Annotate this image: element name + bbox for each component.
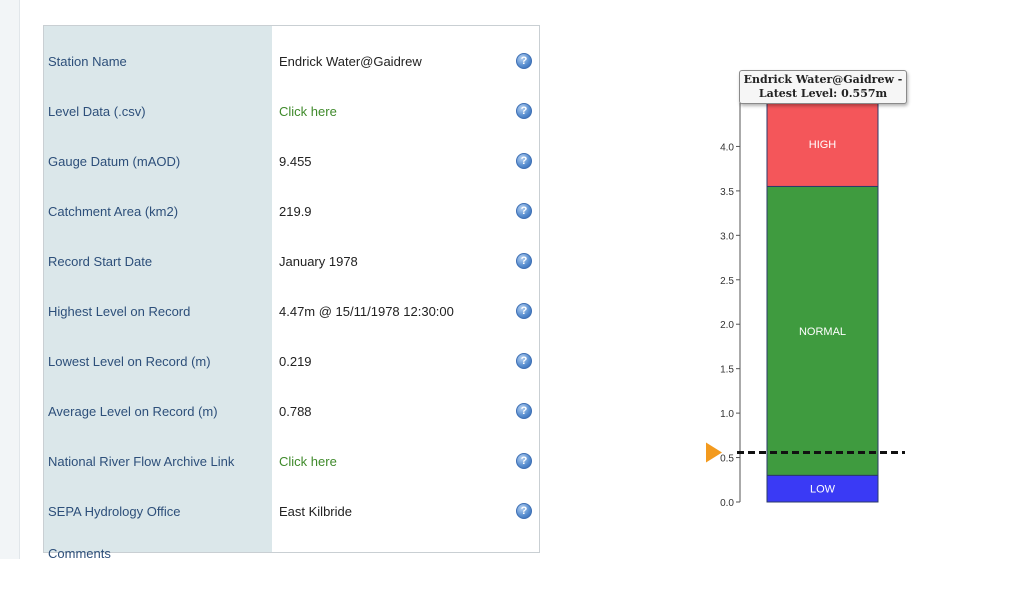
help-icon[interactable]: ?	[516, 503, 532, 519]
y-tick-label: 3.0	[720, 231, 734, 242]
level-chart: LOW NORMAL HIGH 0.0 0.5 1.0 1.5 2.0 2.5 3.0 3.5 4.0	[690, 65, 920, 525]
band-high	[766, 101, 879, 187]
y-tick-label: 4.0	[720, 142, 734, 153]
band-label-high: HIGH	[809, 139, 837, 151]
level-chart-svg: LOW NORMAL HIGH 0.0 0.5 1.0 1.5 2.0 2.5 3.0 3.5 4.0	[706, 101, 905, 509]
latest-level-tooltip: Endrick Water@Gaidrew - Latest Level: 0.…	[739, 70, 907, 104]
band-low	[766, 474, 879, 503]
y-tick-label: 1.0	[720, 409, 734, 420]
row-label: Record Start Date	[48, 254, 153, 269]
table-row: SEPA Hydrology Office East Kilbride?	[44, 487, 539, 537]
row-value: 9.455	[279, 154, 312, 169]
help-icon[interactable]: ?	[516, 303, 532, 319]
table-row: Level Data (.csv) Click here?	[44, 87, 539, 137]
table-row: Highest Level on Record 4.47m @ 15/11/197…	[44, 287, 539, 337]
comments-label: Comments	[48, 546, 111, 561]
table-row: National River Flow Archive Link Click he…	[44, 437, 539, 487]
table-row: Average Level on Record (m) 0.788?	[44, 387, 539, 437]
table-row: Lowest Level on Record (m) 0.219?	[44, 337, 539, 387]
help-icon[interactable]: ?	[516, 103, 532, 119]
row-value: East Kilbride	[279, 504, 352, 519]
y-tick-label: 3.5	[720, 187, 734, 198]
click-here-link[interactable]: Click here	[279, 104, 337, 119]
row-label: SEPA Hydrology Office	[48, 504, 181, 519]
y-tick-label: 1.5	[720, 365, 734, 376]
y-tick-label: 2.5	[720, 276, 734, 287]
row-value: 219.9	[279, 204, 312, 219]
row-label: Average Level on Record (m)	[48, 404, 218, 419]
comments-row: Comments	[44, 537, 539, 587]
row-value: Endrick Water@Gaidrew	[279, 54, 422, 69]
row-label: Level Data (.csv)	[48, 104, 146, 119]
help-icon[interactable]: ?	[516, 253, 532, 269]
label-column	[44, 26, 272, 552]
band-normal	[766, 185, 879, 476]
y-tick-label: 0.0	[720, 498, 734, 509]
left-rail	[0, 0, 20, 559]
band-label-normal: NORMAL	[799, 326, 846, 338]
row-value: 4.47m @ 15/11/1978 12:30:00	[279, 304, 454, 319]
row-value: 0.219	[279, 354, 312, 369]
help-icon[interactable]: ?	[516, 153, 532, 169]
row-label: Lowest Level on Record (m)	[48, 354, 211, 369]
help-icon[interactable]: ?	[516, 403, 532, 419]
row-label: Gauge Datum (mAOD)	[48, 154, 181, 169]
help-icon[interactable]: ?	[516, 453, 532, 469]
row-value: January 1978	[279, 254, 358, 269]
table-row: Gauge Datum (mAOD) 9.455?	[44, 137, 539, 187]
click-here-link[interactable]: Click here	[279, 454, 337, 469]
y-tick-label: 0.5	[720, 454, 734, 465]
table-row: Record Start Date January 1978?	[44, 237, 539, 287]
row-label: National River Flow Archive Link	[48, 454, 235, 469]
y-tick-label: 2.0	[720, 320, 734, 331]
help-icon[interactable]: ?	[516, 353, 532, 369]
help-icon[interactable]: ?	[516, 53, 532, 69]
tooltip-level: Latest Level: 0.557m	[758, 87, 888, 100]
row-value: 0.788	[279, 404, 312, 419]
row-label: Highest Level on Record	[48, 304, 191, 319]
station-info-table: Station Name Endrick Water@Gaidrew? Level …	[43, 25, 540, 561]
help-icon[interactable]: ?	[516, 203, 532, 219]
table-row: Catchment Area (km2) 219.9?	[44, 187, 539, 237]
row-label: Catchment Area (km2)	[48, 204, 179, 219]
row-label: Station Name	[48, 54, 127, 69]
table-row: Station Name Endrick Water@Gaidrew?	[44, 37, 539, 87]
band-label-low: LOW	[810, 484, 836, 496]
latest-level-marker-icon	[706, 442, 722, 463]
tooltip-station: Endrick Water@Gaidrew -	[743, 73, 903, 86]
